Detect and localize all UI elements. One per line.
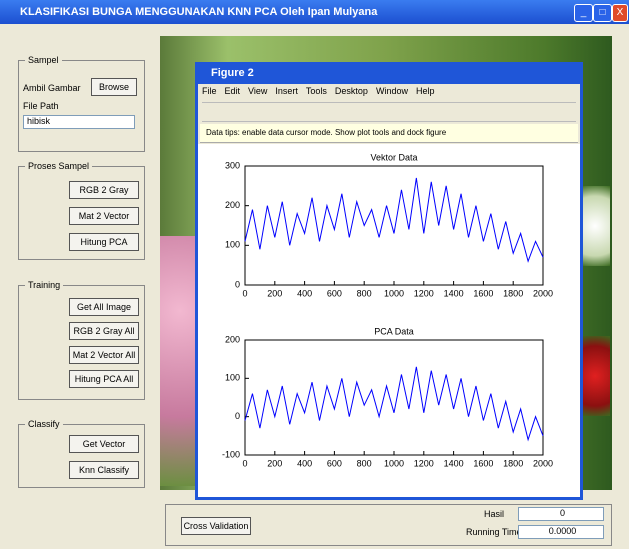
x-tick-label: 1200 [414, 458, 434, 468]
toolbar [202, 102, 576, 122]
x-tick-label: 1800 [503, 288, 523, 298]
x-tick-label: 2000 [533, 288, 553, 298]
menu-item[interactable]: Desktop [335, 86, 368, 96]
flower [160, 236, 200, 486]
x-tick-label: 1600 [473, 288, 493, 298]
time-field: 0.0000 [518, 525, 604, 539]
plot-title: PCA Data [374, 326, 414, 336]
x-tick-label: 600 [327, 458, 342, 468]
figure-title: Figure 2 [211, 67, 254, 79]
result-field: 0 [518, 507, 604, 521]
x-tick-label: 600 [327, 288, 342, 298]
x-tick-label: 0 [242, 458, 247, 468]
y-tick-label: 300 [225, 160, 240, 170]
x-tick-label: 1400 [444, 458, 464, 468]
label: Hasil [484, 509, 504, 519]
x-tick-label: 1000 [384, 288, 404, 298]
title-bar: KLASIFIKASI BUNGA MENGGUNAKAN KNN PCA Ol… [0, 0, 629, 24]
panel-title: Classify [25, 419, 63, 429]
menu-item[interactable]: Edit [225, 86, 241, 96]
button[interactable]: Get All Image [69, 298, 139, 316]
close-button[interactable]: X [612, 4, 628, 22]
label: File Path [23, 101, 59, 111]
panel-title: Training [25, 280, 63, 290]
menu-item[interactable]: Tools [306, 86, 327, 96]
button[interactable]: RGB 2 Gray All [69, 322, 139, 340]
x-tick-label: 400 [297, 458, 312, 468]
x-tick-label: 200 [267, 288, 282, 298]
menu-bar: File Edit View Insert Tools Desktop Window Help [202, 86, 442, 96]
proses-panel: Proses Sampel RGB 2 Gray Mat 2 Vector Hi… [18, 166, 145, 260]
flower [580, 186, 610, 266]
button[interactable]: Mat 2 Vector [69, 207, 139, 225]
y-tick-label: 200 [225, 334, 240, 344]
x-tick-label: 0 [242, 288, 247, 298]
y-tick-label: 0 [235, 279, 240, 289]
training-panel: Training Get All Image RGB 2 Gray All Ma… [18, 285, 145, 400]
label: Running Time [466, 527, 522, 537]
button[interactable]: Knn Classify [69, 461, 139, 479]
button[interactable]: Get Vector [69, 435, 139, 453]
menu-item[interactable]: View [248, 86, 267, 96]
y-tick-label: -100 [222, 449, 240, 459]
label: Ambil Gambar [23, 83, 81, 93]
x-tick-label: 200 [267, 458, 282, 468]
plot-background [198, 144, 580, 497]
sampel-panel: Sampel Ambil Gambar Browse File Path hib… [18, 60, 145, 152]
button[interactable]: Hitung PCA All [69, 370, 139, 388]
x-tick-label: 1600 [473, 458, 493, 468]
cross-validation-button[interactable]: Cross Validation [181, 517, 251, 535]
message-bar: Data tips: enable data cursor mode. Show… [200, 124, 578, 143]
figure-body: File Edit View Insert Tools Desktop Window Help… [198, 84, 580, 497]
browse-button[interactable]: Browse [91, 78, 137, 96]
menu-item[interactable]: Window [376, 86, 408, 96]
file-path-field[interactable]: hibisk [23, 115, 135, 129]
button[interactable]: Hitung PCA [69, 233, 139, 251]
button[interactable]: Mat 2 Vector All [69, 346, 139, 364]
app-window: KLASIFIKASI BUNGA MENGGUNAKAN KNN PCA Ol… [0, 0, 629, 549]
y-tick-label: 0 [235, 411, 240, 421]
x-tick-label: 2000 [533, 458, 553, 468]
minimize-button[interactable]: _ [574, 4, 593, 22]
y-tick-label: 100 [225, 373, 240, 383]
x-tick-label: 1400 [444, 288, 464, 298]
figure-title-bar: Figure 2 [195, 62, 583, 84]
window-title: KLASIFIKASI BUNGA MENGGUNAKAN KNN PCA Ol… [20, 6, 377, 18]
menu-item[interactable]: Insert [275, 86, 298, 96]
maximize-button[interactable]: □ [593, 4, 612, 22]
panel-title: Proses Sampel [25, 161, 92, 171]
x-tick-label: 400 [297, 288, 312, 298]
menu-item[interactable]: File [202, 86, 217, 96]
plot-title: Vektor Data [370, 152, 417, 162]
y-tick-label: 100 [225, 240, 240, 250]
x-tick-label: 1800 [503, 458, 523, 468]
bottom-panel: Cross Validation Hasil 0 Running Time 0.… [165, 504, 612, 546]
x-tick-label: 800 [357, 458, 372, 468]
message: Data tips: enable data cursor mode. Show… [206, 128, 446, 137]
classify-panel: Classify Get Vector Knn Classify [18, 424, 145, 488]
figure-window: Figure 2 File Edit View Insert Tools Desktop W… [195, 62, 583, 500]
y-tick-label: 200 [225, 200, 240, 210]
flower [580, 336, 610, 416]
x-tick-label: 800 [357, 288, 372, 298]
panel-title: Sampel [25, 55, 62, 65]
x-tick-label: 1000 [384, 458, 404, 468]
button[interactable]: RGB 2 Gray [69, 181, 139, 199]
menu-item[interactable]: Help [416, 86, 435, 96]
x-tick-label: 1200 [414, 288, 434, 298]
